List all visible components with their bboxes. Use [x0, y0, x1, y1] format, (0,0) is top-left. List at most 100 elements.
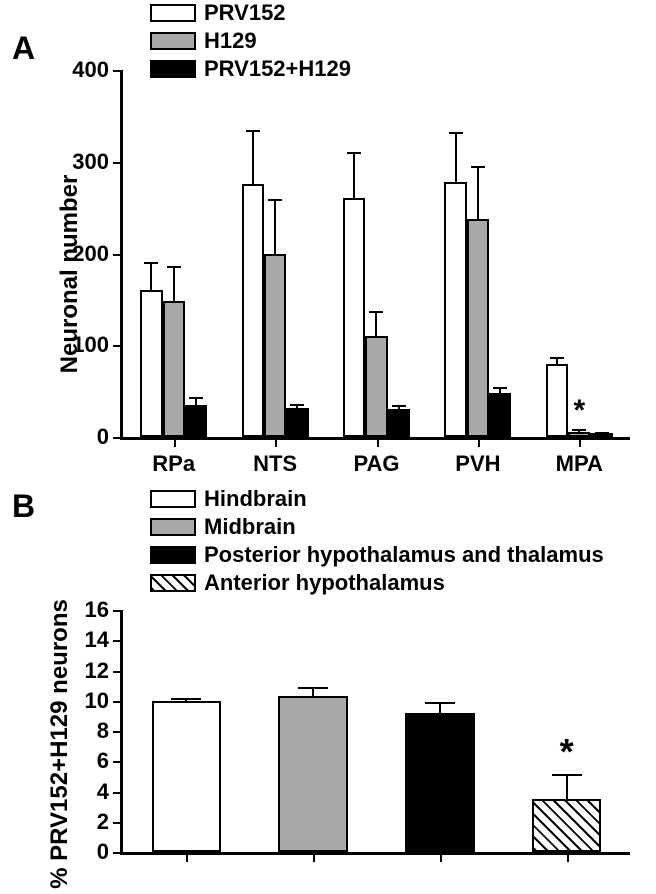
panel-a-ylabel: Neuronal number	[56, 144, 84, 404]
y-tick-label: 12	[85, 658, 123, 684]
y-tick-label: 300	[72, 149, 123, 175]
error-bar	[274, 200, 276, 255]
y-tick-label: 0	[97, 839, 123, 865]
legend-item: Hindbrain	[150, 486, 307, 512]
error-bar	[601, 433, 603, 435]
y-tick-label: 400	[72, 57, 123, 83]
y-tick-label: 2	[97, 809, 123, 835]
error-bar	[173, 267, 175, 304]
bar	[163, 301, 185, 437]
bar	[590, 433, 612, 437]
x-tick-label: MPA	[556, 437, 603, 477]
error-bar	[566, 775, 568, 801]
error-bar	[252, 131, 254, 186]
panel-a-label: A	[12, 30, 35, 67]
x-tick	[186, 852, 188, 862]
error-bar	[578, 430, 580, 434]
error-cap	[268, 199, 282, 201]
error-cap	[144, 262, 158, 264]
error-cap	[552, 774, 582, 776]
error-bar	[195, 398, 197, 407]
y-tick-label: 10	[85, 688, 123, 714]
x-tick-label: PAG	[353, 437, 399, 477]
error-cap	[298, 687, 328, 689]
legend-item: Anterior hypothalamus	[150, 570, 445, 596]
legend-item: H129	[150, 28, 257, 54]
error-cap	[246, 130, 260, 132]
y-tick-label: 4	[97, 779, 123, 805]
legend-text: Posterior hypothalamus and thalamus	[204, 542, 604, 568]
y-tick-label: 14	[85, 627, 123, 653]
legend-text: H129	[204, 28, 257, 54]
bar	[278, 696, 348, 852]
panel-a: A PRV152 H129 PRV152+H129 Neuronal numbe…	[0, 0, 656, 480]
bar	[343, 198, 365, 437]
x-tick	[313, 852, 315, 862]
panel-b-legend: Hindbrain Midbrain Posterior hypothalamu…	[150, 486, 640, 606]
error-cap	[167, 266, 181, 268]
error-cap	[471, 166, 485, 168]
y-tick-label: 0	[97, 424, 123, 450]
y-tick-label: 8	[97, 718, 123, 744]
bar	[532, 799, 602, 852]
panel-b: B Hindbrain Midbrain Posterior hypothala…	[0, 480, 656, 891]
bar	[286, 408, 308, 437]
legend-swatch	[150, 518, 196, 536]
error-cap	[550, 357, 564, 359]
legend-swatch	[150, 4, 196, 22]
error-cap	[369, 311, 383, 313]
legend-swatch	[150, 574, 196, 592]
error-cap	[171, 698, 201, 700]
legend-item: Posterior hypothalamus and thalamus	[150, 542, 604, 568]
legend-text: Midbrain	[204, 514, 296, 540]
error-bar	[477, 167, 479, 220]
error-cap	[449, 132, 463, 134]
legend-item: PRV152	[150, 0, 286, 26]
x-tick	[567, 852, 569, 862]
bar	[546, 364, 568, 437]
error-cap	[493, 387, 507, 389]
error-cap	[595, 432, 609, 434]
legend-text: PRV152	[204, 0, 286, 26]
bar	[467, 219, 489, 437]
legend-swatch	[150, 546, 196, 564]
bar	[185, 405, 207, 437]
error-bar	[150, 263, 152, 292]
x-tick	[440, 852, 442, 862]
panel-b-ylabel: % PRV152+H129 neurons	[46, 594, 74, 894]
y-tick-label: 16	[85, 597, 123, 623]
error-cap	[347, 152, 361, 154]
error-bar	[185, 699, 187, 703]
error-bar	[455, 133, 457, 183]
panel-a-chart: 0100200300400RPaNTSPAGPVHMPA*	[120, 70, 630, 440]
x-tick-label: RPa	[152, 437, 195, 477]
significance-star: *	[560, 731, 574, 773]
error-cap	[189, 397, 203, 399]
error-bar	[398, 406, 400, 412]
legend-text: Hindbrain	[204, 486, 307, 512]
error-bar	[499, 388, 501, 395]
error-cap	[572, 429, 586, 431]
error-bar	[312, 688, 314, 699]
error-cap	[392, 405, 406, 407]
error-bar	[439, 703, 441, 715]
bar	[242, 184, 264, 437]
bar	[264, 254, 286, 438]
legend-text: Anterior hypothalamus	[204, 570, 445, 596]
error-cap	[425, 702, 455, 704]
bar	[489, 393, 511, 437]
x-tick-label: PVH	[455, 437, 500, 477]
bar	[152, 701, 222, 852]
y-tick-label: 6	[97, 748, 123, 774]
legend-swatch	[150, 32, 196, 50]
bar	[444, 182, 466, 437]
bar	[405, 713, 475, 852]
error-bar	[296, 405, 298, 410]
panel-b-chart: 0246810121416*	[120, 610, 630, 855]
y-tick-label: 200	[72, 241, 123, 267]
error-cap	[290, 404, 304, 406]
bar	[140, 290, 162, 437]
legend-item: Midbrain	[150, 514, 296, 540]
y-tick-label: 100	[72, 332, 123, 358]
bar	[568, 432, 590, 438]
